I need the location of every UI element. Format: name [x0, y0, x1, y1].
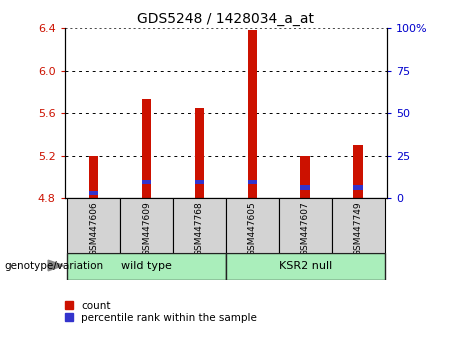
- Bar: [173, 198, 226, 253]
- Bar: [248, 30, 257, 198]
- Bar: [67, 253, 226, 280]
- Bar: [142, 180, 151, 184]
- Bar: [226, 198, 279, 253]
- Bar: [67, 198, 120, 253]
- Bar: [226, 253, 384, 280]
- Title: GDS5248 / 1428034_a_at: GDS5248 / 1428034_a_at: [137, 12, 314, 26]
- Bar: [195, 180, 204, 184]
- Text: GSM447749: GSM447749: [354, 201, 363, 256]
- Bar: [354, 185, 363, 190]
- Text: GSM447768: GSM447768: [195, 201, 204, 256]
- Bar: [279, 198, 332, 253]
- Text: wild type: wild type: [121, 261, 172, 272]
- Text: GSM447605: GSM447605: [248, 201, 257, 256]
- Text: KSR2 null: KSR2 null: [278, 261, 332, 272]
- Legend: count, percentile rank within the sample: count, percentile rank within the sample: [65, 301, 257, 323]
- Text: genotype/variation: genotype/variation: [5, 261, 104, 271]
- Bar: [195, 108, 204, 198]
- Bar: [354, 145, 363, 198]
- Bar: [89, 156, 98, 198]
- Bar: [142, 99, 151, 198]
- Bar: [120, 198, 173, 253]
- Text: GSM447606: GSM447606: [89, 201, 98, 256]
- Polygon shape: [48, 260, 64, 271]
- Bar: [89, 191, 98, 195]
- Text: GSM447607: GSM447607: [301, 201, 310, 256]
- Bar: [248, 180, 257, 184]
- Text: GSM447609: GSM447609: [142, 201, 151, 256]
- Bar: [301, 185, 310, 190]
- Bar: [332, 198, 384, 253]
- Bar: [301, 156, 310, 198]
